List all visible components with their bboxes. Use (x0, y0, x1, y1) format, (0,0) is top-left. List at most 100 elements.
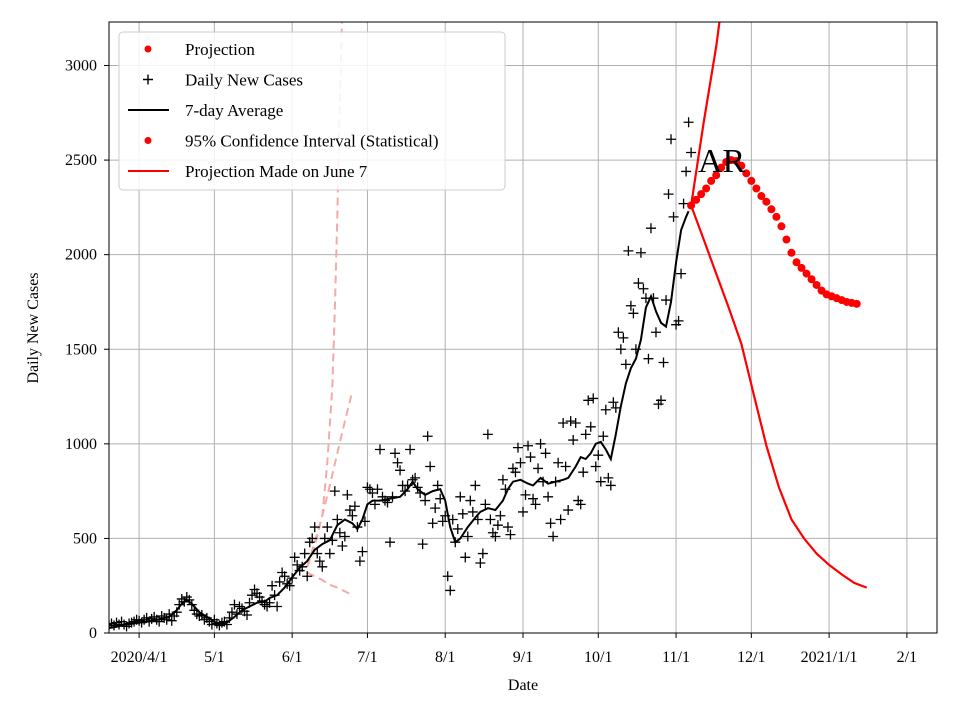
y-tick-label: 1500 (65, 341, 97, 358)
daily-case-point (342, 489, 353, 500)
daily-case-point (292, 559, 303, 570)
daily-case-point (347, 510, 358, 521)
daily-case-point (686, 147, 697, 158)
daily-case-point (272, 601, 283, 612)
daily-case-point (683, 117, 694, 128)
x-tick-label: 2020/4/1 (111, 649, 168, 666)
daily-case-point (349, 501, 360, 512)
daily-case-point (480, 499, 491, 510)
daily-case-point (247, 590, 258, 601)
june7-projection-line (306, 571, 353, 597)
x-tick-label: 10/1 (584, 649, 612, 666)
daily-case-point (455, 491, 466, 502)
daily-case-point (575, 499, 586, 510)
daily-case-point (289, 552, 300, 563)
daily-case-point (533, 463, 544, 474)
daily-case-point (317, 561, 328, 572)
daily-case-point (337, 540, 348, 551)
daily-case-point (545, 518, 556, 529)
daily-case-point (334, 527, 345, 538)
daily-case-point (645, 223, 656, 234)
y-tick-label: 2500 (65, 152, 97, 169)
daily-case-point (681, 166, 692, 177)
projection-point (777, 222, 786, 231)
daily-case-point (392, 457, 403, 468)
axis-ticks: 2020/4/1 5/1 6/1 7/1 8/1 9/1 10/1 11/1 12/1 2021/… (65, 58, 917, 666)
daily-case-point (445, 585, 456, 596)
daily-case-point (485, 514, 496, 525)
x-tick-label: 9/1 (513, 649, 533, 666)
daily-case-point (417, 539, 428, 550)
daily-case-point (129, 616, 140, 627)
y-tick-label: 1000 (65, 436, 97, 453)
june7-projection-line (306, 390, 354, 568)
daily-case-point (535, 438, 546, 449)
projection-point (692, 195, 701, 204)
daily-case-point (357, 546, 368, 557)
projection-point (852, 299, 861, 308)
daily-case-point (623, 245, 634, 256)
projection-point (737, 161, 746, 170)
daily-case-point (242, 610, 252, 621)
projection-point (772, 212, 781, 221)
daily-case-point (518, 506, 528, 517)
daily-case-point (462, 531, 473, 542)
daily-case-point (362, 482, 373, 493)
daily-case-point (154, 616, 165, 627)
daily-case-point (578, 467, 589, 478)
daily-case-point (615, 344, 626, 355)
daily-case-point (540, 448, 551, 459)
daily-case-point (385, 537, 396, 548)
daily-case-point (332, 514, 343, 525)
projection-point (707, 176, 716, 185)
daily-case-point (610, 402, 621, 413)
daily-case-point (490, 531, 501, 542)
projection-point (792, 258, 801, 267)
plot-series (109, 22, 868, 632)
daily-case-point (553, 457, 564, 468)
daily-case-point (603, 472, 614, 483)
daily-case-point (229, 599, 240, 610)
daily-case-point (588, 393, 599, 404)
projection-point (717, 163, 726, 172)
projection-point (807, 275, 816, 284)
projection-point (747, 176, 756, 185)
projection-point (712, 171, 721, 180)
daily-case-point (442, 571, 453, 582)
daily-case-point (608, 397, 619, 408)
daily-case-point (595, 476, 606, 487)
daily-case-point (477, 548, 488, 559)
daily-case-point (525, 452, 536, 463)
projection-point (762, 197, 771, 206)
x-tick-label: 6/1 (282, 649, 302, 666)
legend-label: Daily New Cases (185, 71, 303, 90)
daily-case-point (457, 508, 468, 519)
projection-point (787, 248, 796, 257)
y-tick-label: 500 (73, 530, 97, 547)
daily-case-point (502, 522, 513, 533)
daily-case-point (412, 482, 423, 493)
ci-lower-line (690, 205, 868, 589)
daily-case-point (470, 480, 481, 491)
daily-case-point (432, 480, 443, 491)
seven-day-average-line (109, 210, 690, 629)
daily-case-point (666, 134, 677, 145)
daily-case-point (620, 359, 631, 370)
ci-upper-line (690, 22, 721, 206)
daily-case-point (590, 461, 601, 472)
daily-case-point (166, 615, 177, 626)
daily-case-point (437, 516, 448, 527)
daily-case-point (354, 556, 365, 567)
legend-label: Projection Made on June 7 (185, 162, 368, 181)
legend-label: 95% Confidence Interval (Statistical) (185, 132, 439, 151)
daily-case-point (650, 327, 661, 338)
daily-case-point (635, 247, 646, 258)
daily-case-point (548, 531, 559, 542)
daily-case-point (568, 435, 579, 446)
daily-case-point (109, 623, 112, 626)
daily-case-point (558, 418, 569, 429)
daily-case-point (452, 523, 463, 534)
daily-case-point (625, 300, 636, 311)
daily-case-point (497, 474, 508, 485)
daily-case-point (139, 614, 150, 625)
